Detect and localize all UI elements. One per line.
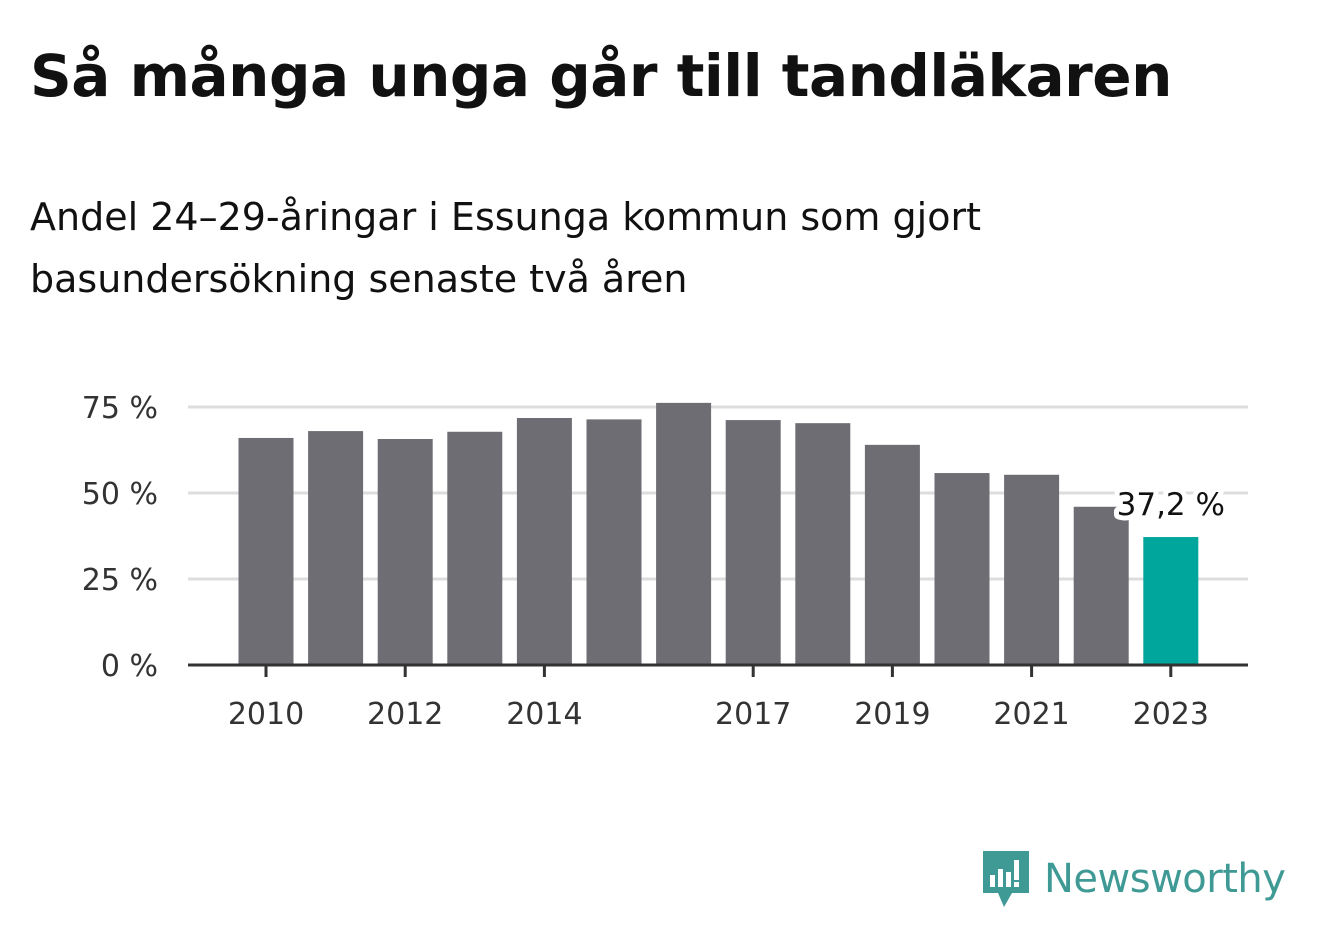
bar	[516, 418, 572, 665]
bar	[725, 420, 781, 665]
x-tick-label: 2021	[993, 697, 1069, 732]
data-labels: 37,2 %37,2 %	[1112, 482, 1230, 528]
data-label: 37,2 %	[1117, 487, 1225, 523]
y-tick-label: 0 %	[101, 649, 158, 684]
bar	[795, 423, 851, 665]
bar	[447, 431, 503, 665]
bar	[1073, 506, 1129, 665]
y-tick-label: 75 %	[82, 391, 158, 426]
x-tick-label: 2017	[715, 697, 791, 732]
chart-title: Så många unga går till tandläkaren	[30, 42, 1172, 110]
x-tick-label: 2019	[854, 697, 930, 732]
y-tick-label: 50 %	[82, 477, 158, 512]
bar	[377, 438, 433, 665]
y-axis-ticks: 0 % 25 % 50 % 75 %	[82, 391, 158, 684]
newsworthy-brand: Newsworthy	[980, 848, 1286, 910]
bars	[238, 402, 1199, 665]
x-tick-label: 2023	[1133, 697, 1209, 732]
x-tick-label: 2014	[506, 697, 582, 732]
bar	[586, 419, 642, 665]
y-tick-label: 25 %	[82, 563, 158, 598]
newsworthy-logo-icon	[983, 851, 1029, 907]
chart-subtitle: Andel 24–29-åringar i Essunga kommun som…	[30, 195, 981, 301]
data-label-halo: 37,2 %	[1117, 487, 1225, 523]
bar	[238, 437, 294, 665]
bar-highlight	[1143, 537, 1199, 665]
x-tick-label: 2012	[367, 697, 443, 732]
bar	[656, 402, 712, 665]
gridlines	[188, 405, 1248, 581]
bar	[864, 444, 920, 665]
bar	[1004, 474, 1060, 665]
bar	[308, 431, 364, 665]
x-tick-label: 2010	[228, 697, 304, 732]
brand-name: Newsworthy	[1044, 856, 1286, 902]
bar	[934, 473, 990, 665]
x-axis-ticks: 2010 2012 2014 2017 2019 2021 2023	[228, 665, 1209, 732]
